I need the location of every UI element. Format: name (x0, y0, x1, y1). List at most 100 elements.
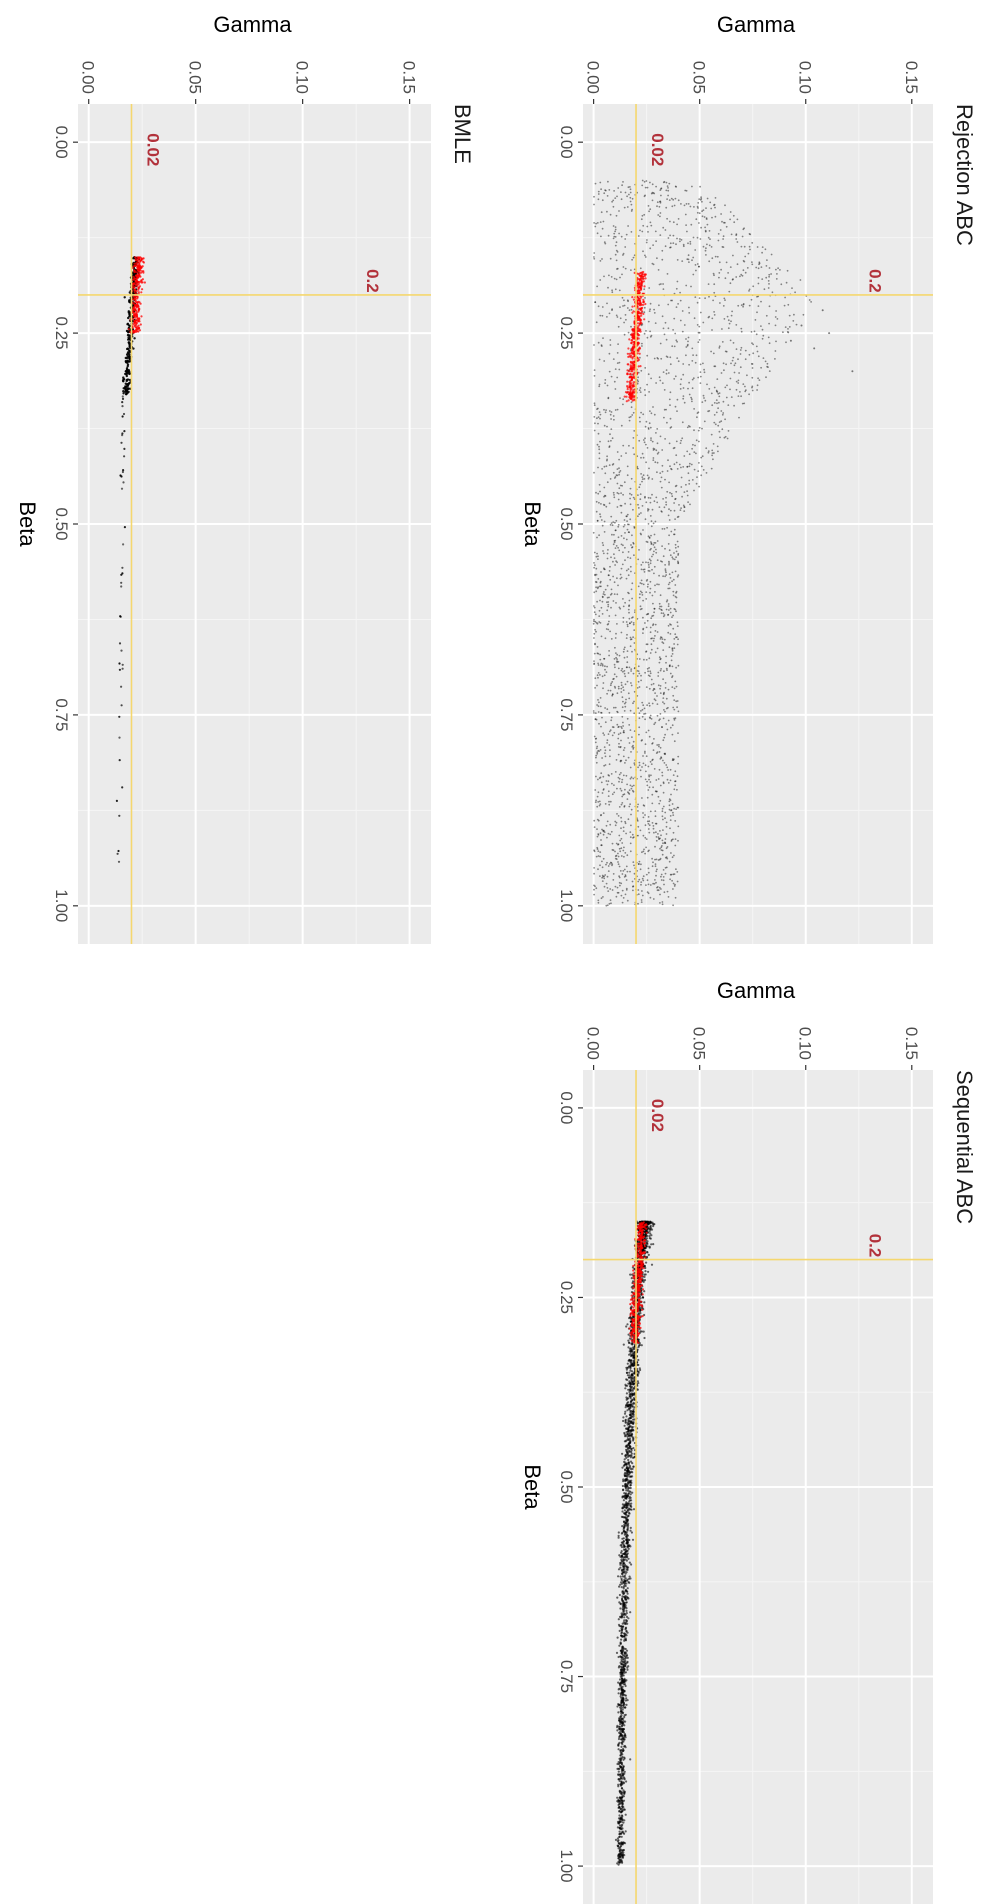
data-point (725, 396, 728, 399)
data-point (751, 263, 754, 266)
data-point (675, 287, 678, 290)
data-point (687, 254, 690, 257)
data-point (638, 726, 641, 729)
data-point (604, 494, 606, 497)
data-point (669, 491, 671, 494)
data-point (599, 515, 602, 518)
data-point (680, 466, 682, 469)
data-point (597, 193, 600, 195)
data-point (620, 1551, 623, 1554)
data-point (651, 802, 654, 805)
data-point (623, 1619, 626, 1622)
data-point (775, 310, 777, 312)
data-point (729, 218, 731, 221)
data-point (626, 206, 629, 208)
data-point (677, 545, 680, 548)
data-point (775, 268, 777, 271)
data-point (703, 216, 706, 218)
data-point (644, 1273, 647, 1276)
data-point (677, 554, 679, 556)
data-point (602, 682, 605, 684)
data-point (628, 1495, 631, 1498)
data-point (649, 580, 652, 583)
data-point (606, 665, 608, 668)
data-point (613, 593, 616, 595)
data-point (750, 331, 753, 333)
data-point (663, 614, 666, 616)
data-point (610, 606, 612, 609)
data-point (623, 1842, 627, 1845)
data-point (675, 440, 678, 443)
data-point (717, 233, 720, 235)
data-point (674, 633, 677, 636)
data-point (630, 325, 632, 328)
data-point (742, 228, 745, 231)
data-point (643, 180, 646, 183)
data-point (637, 316, 640, 319)
data-point (616, 658, 618, 660)
data-point (649, 714, 652, 717)
data-point (620, 882, 623, 885)
data-point (669, 246, 672, 249)
data-point (750, 298, 753, 301)
data-point (676, 410, 678, 412)
data-point (698, 426, 701, 429)
data-point (643, 285, 646, 288)
data-point (645, 873, 648, 876)
data-point (592, 531, 595, 534)
data-point (616, 723, 619, 726)
data-point (625, 621, 628, 623)
data-point (620, 691, 623, 693)
data-point (618, 1814, 621, 1817)
data-point (686, 426, 689, 429)
data-point (624, 238, 627, 240)
data-point (735, 276, 738, 278)
data-point (636, 675, 639, 677)
data-point (747, 252, 750, 255)
data-point (628, 697, 631, 700)
data-point (656, 428, 659, 430)
data-point (668, 573, 671, 576)
data-point (609, 478, 612, 480)
reference-label-gamma: 0.02 (648, 133, 667, 166)
data-point (598, 804, 601, 807)
data-point (677, 732, 679, 734)
data-point (637, 494, 639, 496)
data-point (603, 520, 606, 523)
data-point (595, 581, 598, 584)
data-point (593, 605, 595, 607)
data-point (628, 1437, 632, 1440)
data-point (718, 347, 721, 349)
data-point (681, 421, 684, 424)
data-point (620, 576, 623, 579)
data-point (630, 776, 633, 779)
data-point (626, 623, 629, 626)
data-point (623, 299, 625, 302)
data-point (607, 549, 609, 551)
data-point (751, 342, 753, 344)
data-point (648, 667, 650, 669)
data-point (639, 275, 643, 278)
data-point (735, 380, 738, 383)
data-point (618, 549, 621, 552)
data-point (677, 360, 680, 363)
data-point (727, 319, 730, 322)
data-point (648, 786, 651, 789)
data-point (748, 304, 751, 307)
data-point (664, 575, 666, 578)
data-point (684, 189, 687, 192)
data-point (626, 380, 629, 383)
data-point (616, 660, 618, 663)
data-point (768, 305, 771, 308)
data-point (672, 578, 675, 581)
data-point (625, 1553, 629, 1556)
data-point (648, 735, 651, 738)
data-point (629, 1273, 632, 1276)
data-point (649, 308, 651, 311)
data-point (647, 871, 650, 874)
data-point (606, 195, 609, 197)
gamma-axis-title: Gamma (717, 12, 796, 37)
data-point (644, 256, 647, 258)
data-point (622, 493, 624, 496)
data-point (735, 348, 738, 350)
